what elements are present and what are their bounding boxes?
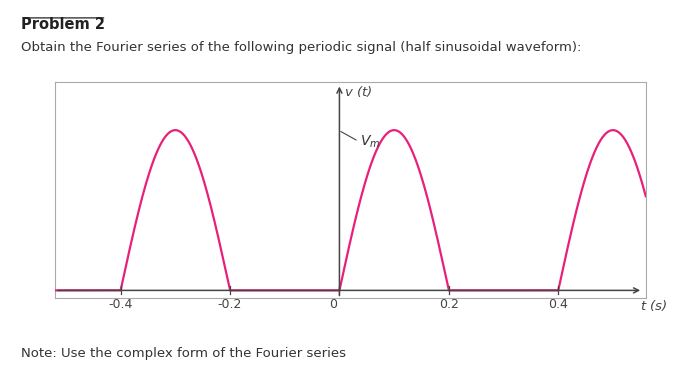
Text: Note: Use the complex form of the Fourier series: Note: Use the complex form of the Fourie… [21,347,346,360]
Text: Obtain the Fourier series of the following periodic signal (half sinusoidal wave: Obtain the Fourier series of the followi… [21,41,581,54]
Text: 0.4: 0.4 [548,298,568,311]
Text: -0.2: -0.2 [218,298,243,311]
Text: $v$ ($t$): $v$ ($t$) [344,84,372,99]
Text: 0.2: 0.2 [439,298,459,311]
Text: $t$ (s): $t$ (s) [640,298,668,313]
Text: $V_m$: $V_m$ [360,133,381,150]
Text: -0.4: -0.4 [109,298,133,311]
Text: 0: 0 [329,298,337,311]
Text: Problem 2: Problem 2 [21,17,104,32]
